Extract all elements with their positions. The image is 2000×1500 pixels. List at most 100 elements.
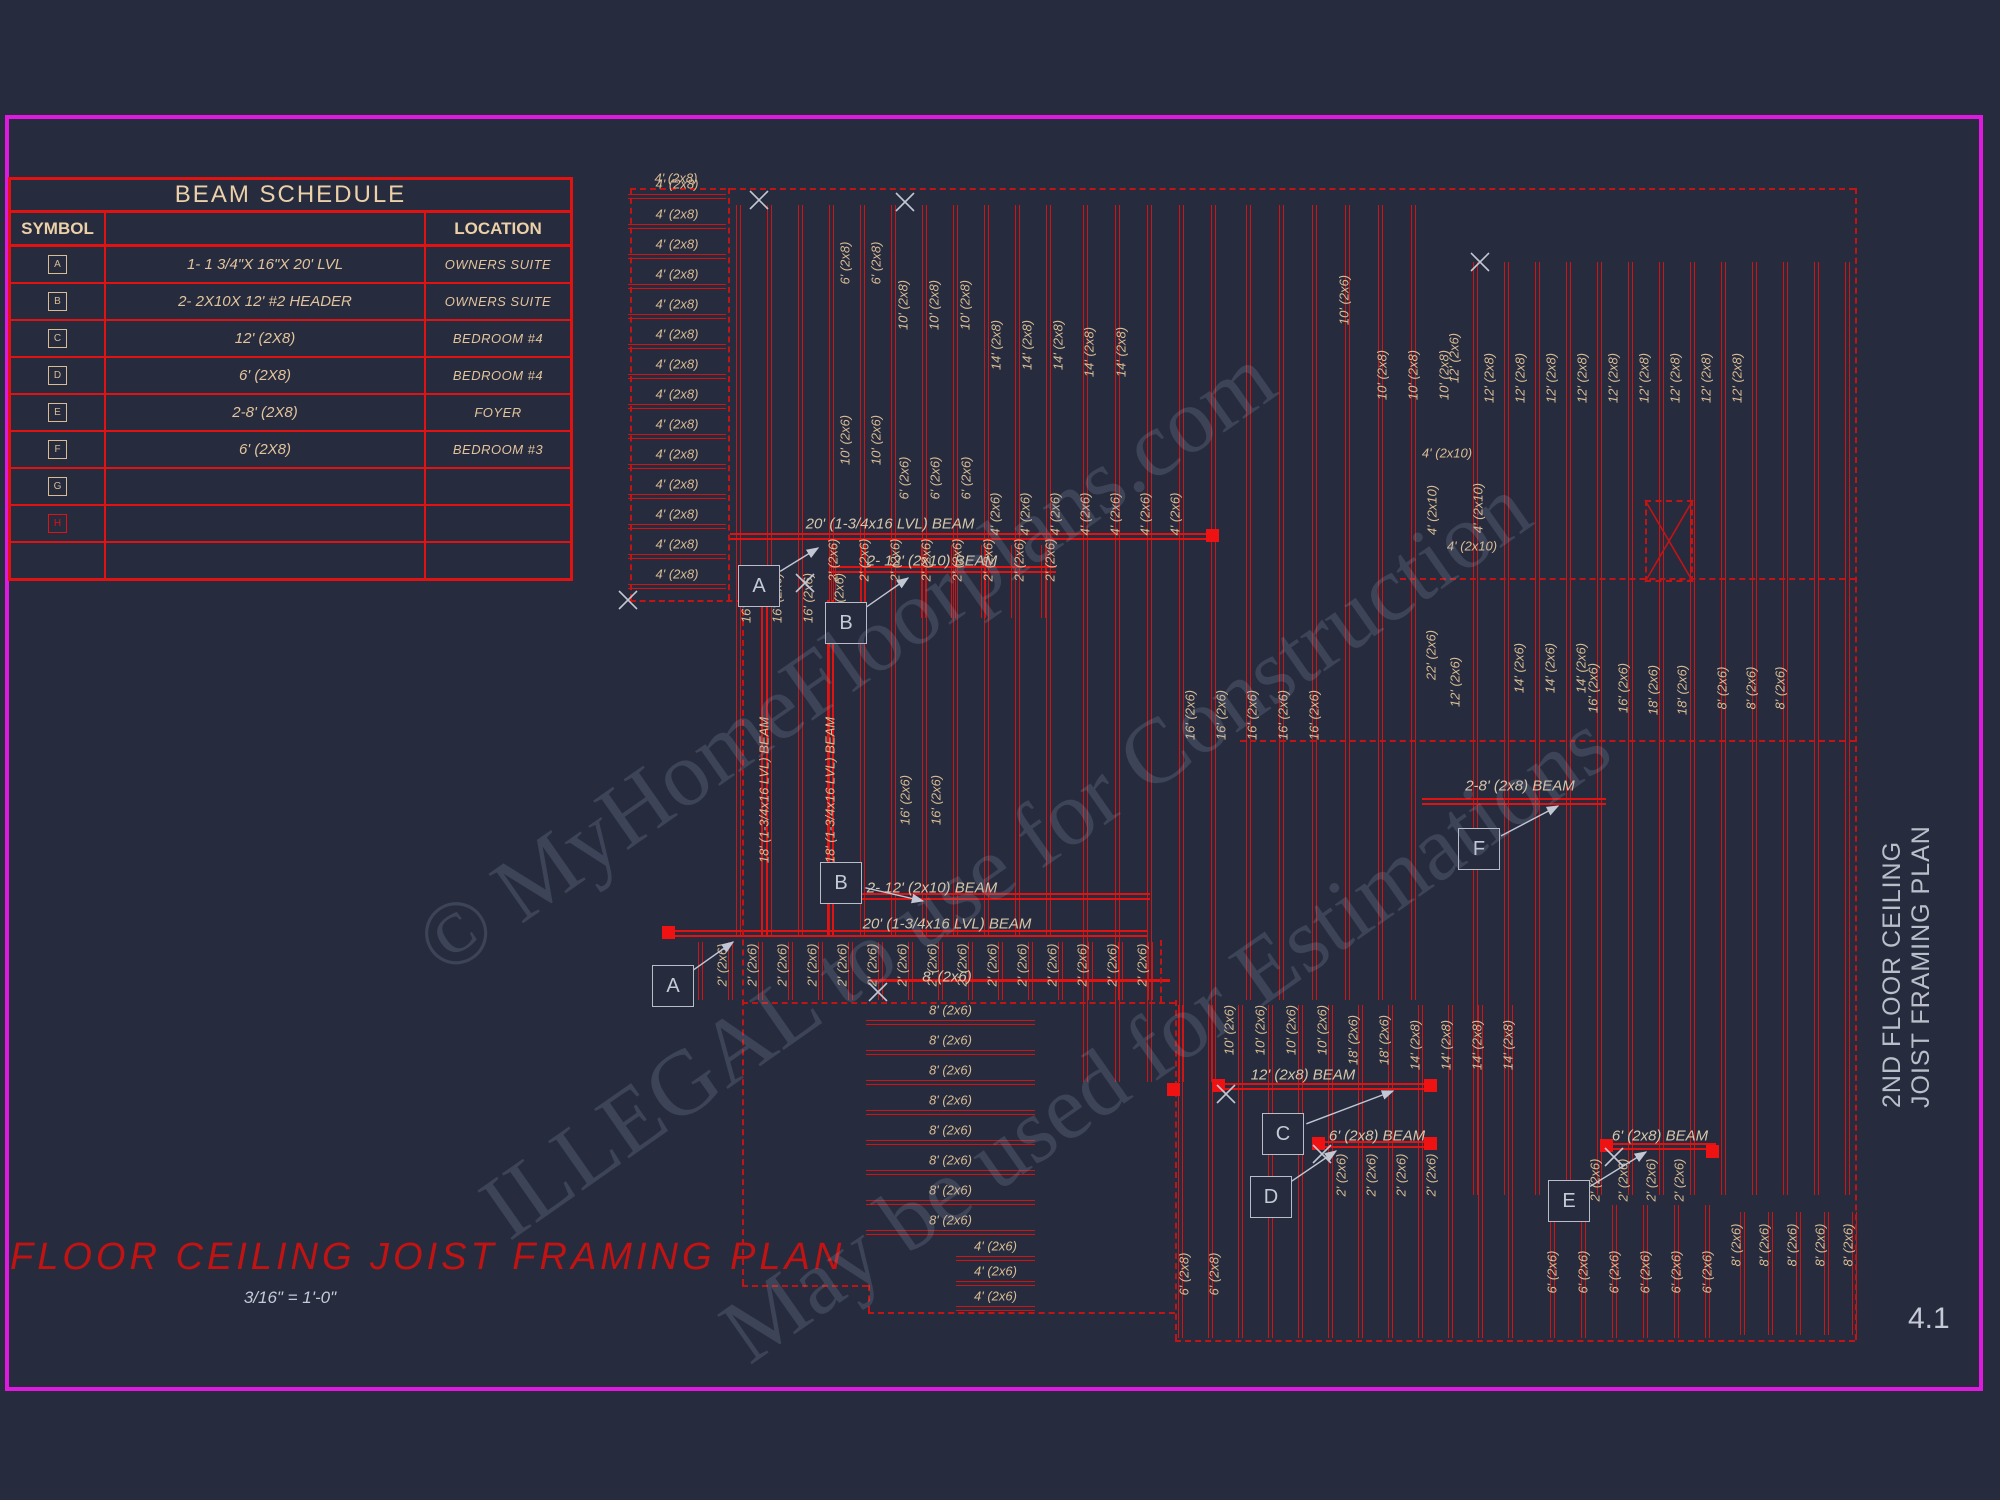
joist-line (1418, 1005, 1423, 1338)
symbol-column-header: SYMBOL (11, 213, 106, 244)
joist-label: 16' (2x6) (897, 774, 913, 826)
joist-label: 2' (2x6) (1134, 943, 1150, 987)
beam-line (830, 893, 1150, 900)
beam-schedule-title: BEAM SCHEDULE (11, 180, 570, 213)
joist-line (1208, 1005, 1213, 1338)
joist-label: 4' (2x6) (1137, 492, 1153, 536)
joist-line (818, 942, 823, 1000)
joist-label: 12' (2x8) (1698, 352, 1714, 404)
boundary-line (630, 188, 1855, 190)
joist-label: 4' (2x8) (655, 566, 699, 582)
joist-label: 8' (2x6) (929, 1032, 972, 1048)
joist-label: 10' (2x8) (1405, 349, 1421, 401)
side-title: 2ND FLOOR CEILING JOIST FRAMING PLAN (1878, 825, 1936, 1108)
joist-label: 16' (2x6) (1213, 689, 1229, 741)
joist-line (1147, 205, 1152, 1082)
beam-schedule-row (11, 543, 570, 578)
joist-line (628, 224, 726, 229)
joist-line (1550, 1205, 1555, 1338)
joist-line (628, 344, 726, 349)
joist-line (758, 942, 763, 1000)
joist-line (1345, 205, 1350, 1000)
beam-end-square (1212, 1079, 1225, 1092)
joist-label: 2' (2x6) (774, 943, 790, 987)
joist-line (1535, 262, 1540, 1195)
joist-label: 2' (2x6) (825, 538, 841, 582)
beam-symbol-f: F (48, 440, 67, 459)
joist-line (628, 464, 726, 469)
beam-symbol-cell: B (11, 284, 106, 319)
beam-location: BEDROOM #4 (452, 368, 544, 383)
joist-label: 18' (2x6) (1645, 664, 1661, 716)
joist-label: 2- 12' (2x10) BEAM (866, 552, 998, 570)
beam-callout-d: D (1250, 1176, 1292, 1218)
joist-label: 20' (1-3/4x16 LVL) BEAM (805, 515, 975, 533)
joist-label: 6' (2x8) (1206, 1252, 1222, 1296)
beam-line (668, 930, 1147, 937)
joist-line (1690, 262, 1695, 1195)
joist-label: 14' (2x6) (1511, 642, 1527, 694)
joist-label: 14' (2x8) (1081, 326, 1097, 378)
joist-label: 2' (2x6) (1044, 943, 1060, 987)
joist-label: 6' (2x6) (896, 456, 912, 500)
joist-line (938, 942, 943, 1000)
joist-label: 6' (2x6) (1544, 1250, 1560, 1294)
beam-symbol-cell: E (11, 395, 106, 430)
joist-label: 6' (2x8) (1176, 1252, 1192, 1296)
beam-location (426, 543, 570, 578)
joist-label: 22' (2x6) (1423, 629, 1439, 681)
joist-line (1643, 1205, 1648, 1338)
joist-line (628, 284, 726, 289)
joist-label: 8' (2x6) (922, 968, 972, 986)
joist-line (1046, 205, 1051, 936)
beam-symbol-cell: F (11, 432, 106, 467)
joist-label: 4' (2x8) (655, 236, 699, 252)
joist-label: 18' (2x6) (1345, 1014, 1361, 1066)
joist-line (1473, 262, 1478, 1195)
joist-line (788, 942, 793, 1000)
joist-label: 2' (2x6) (864, 943, 880, 987)
beam-description: 2- 2X10X 12' #2 HEADER (106, 284, 426, 319)
joist-label: 2' (2x6) (1042, 538, 1058, 582)
joist-label: 4' (2x6) (974, 1238, 1017, 1254)
joist-label: 2- 12' (2x10) BEAM (866, 879, 998, 897)
beam-symbol-cell: H (11, 506, 106, 541)
joist-line (866, 1110, 1035, 1115)
joist-label: 12' (2x8) (1636, 352, 1652, 404)
joist-label: 8' (2x6) (929, 1062, 972, 1078)
joist-label: 4' (2x8) (655, 416, 699, 432)
sheet-border (5, 115, 1983, 1391)
joist-label: 8' (2x6) (929, 1002, 972, 1018)
joist-label: 8' (2x6) (1784, 1223, 1800, 1267)
joist-label: 4' (2x8) (655, 206, 699, 222)
joist-label: 6' (2x6) (927, 456, 943, 500)
joist-label: 16' (2x6) (928, 774, 944, 826)
joist-line (1824, 1212, 1829, 1335)
beam-location (426, 469, 570, 504)
joist-label: 14' (2x8) (988, 319, 1004, 371)
joist-line (1388, 1005, 1393, 1338)
joist-label: 4' (2x6) (974, 1263, 1017, 1279)
joist-line (866, 1050, 1035, 1055)
joist-label: 4' (2x6) (1107, 492, 1123, 536)
joist-label: 6' (2x6) (1637, 1250, 1653, 1294)
beam-symbol-b: B (48, 292, 67, 311)
joist-line (628, 194, 726, 199)
joist-label: 8' (2x6) (1714, 666, 1730, 710)
joist-label: 2' (2x6) (1671, 1158, 1687, 1202)
joist-label: 8' (2x6) (929, 1122, 972, 1138)
joist-label: 14' (2x8) (1050, 319, 1066, 371)
joist-label: 6' (2x6) (1575, 1250, 1591, 1294)
joist-label: 16' (2x6) (1244, 689, 1260, 741)
leader-line (1306, 1090, 1395, 1125)
joist-label: 4' (2x6) (1077, 492, 1093, 536)
joist-label: 8' (2x6) (1840, 1223, 1856, 1267)
beam-line (830, 566, 1056, 573)
boundary-line (742, 1002, 1175, 1004)
joist-line (866, 1200, 1035, 1205)
joist-line (956, 1306, 1035, 1311)
joist-label: 12' (2x8) (1543, 352, 1559, 404)
joist-line (1740, 1212, 1745, 1335)
joist-line (628, 374, 726, 379)
joist-label: 2' (2x6) (1104, 943, 1120, 987)
